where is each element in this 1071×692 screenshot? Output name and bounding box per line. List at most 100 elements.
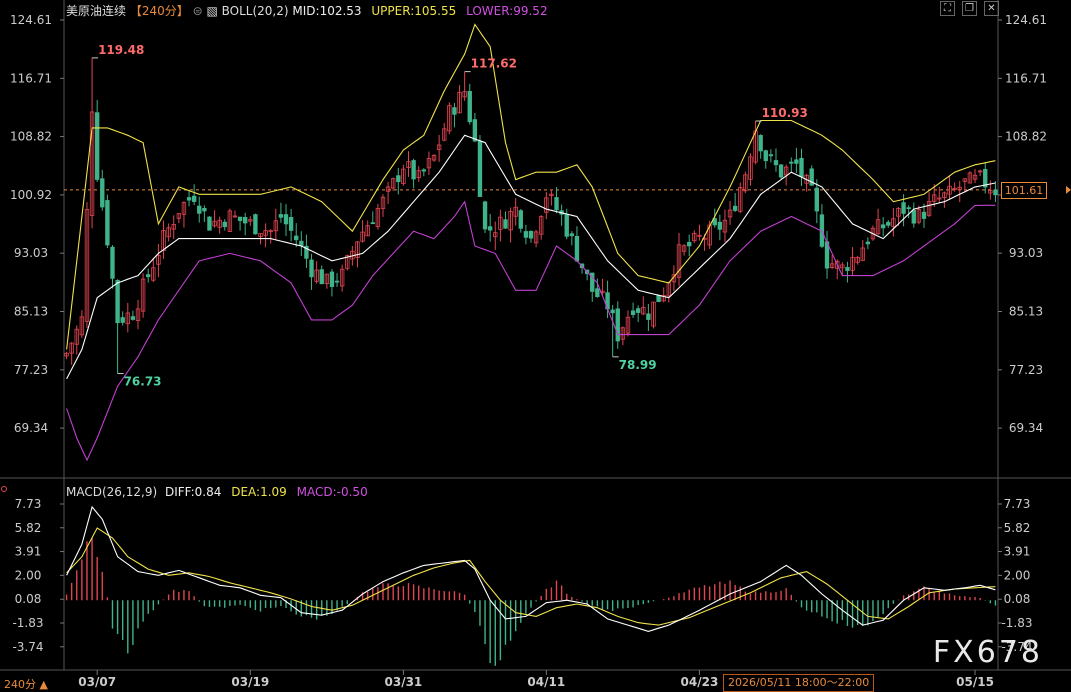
extreme-value-label: 119.48: [98, 43, 144, 57]
boll-indicator-label[interactable]: BOLL(20,2): [221, 4, 289, 18]
candle-body: [656, 295, 661, 303]
price-tick-label-left: 85.13: [14, 305, 48, 319]
candle-body: [237, 216, 243, 221]
candle-body: [370, 222, 375, 225]
candle-body: [110, 246, 115, 279]
boll-icon: ▧: [206, 4, 218, 18]
candle-body: [115, 279, 120, 324]
candle-body: [166, 227, 171, 238]
candle-body: [263, 230, 268, 236]
settings-gear-icon[interactable]: ⊜: [192, 4, 203, 18]
candle-body: [396, 175, 401, 183]
candle-body: [309, 259, 314, 278]
candle-body: [687, 241, 692, 247]
candle-body: [789, 161, 794, 164]
candle-body: [125, 312, 130, 325]
macd-dea-value: DEA:1.09: [231, 485, 287, 499]
candle-body: [635, 308, 641, 313]
candle-body: [829, 263, 835, 269]
candle-body: [105, 200, 110, 246]
candle-body: [615, 308, 620, 342]
candle-body: [850, 256, 855, 271]
candle-body: [191, 195, 197, 202]
candle-body: [574, 235, 580, 262]
candle-body: [217, 219, 222, 228]
candle-body: [181, 202, 187, 215]
candle-body: [937, 197, 942, 200]
macd-value: MACD:-0.50: [296, 485, 368, 499]
candle-body: [840, 264, 845, 269]
candle-body: [278, 214, 284, 218]
candle-body: [467, 90, 472, 123]
candle-body: [411, 160, 416, 180]
candle-body: [161, 230, 166, 251]
close-icon[interactable]: ✕: [984, 1, 999, 16]
macd-header: MACD(26,12,9) DIFF:0.84 DEA:1.09 MACD:-0…: [66, 485, 368, 499]
price-tick-label-right: 77.23: [1009, 363, 1043, 377]
candle-body: [886, 221, 891, 226]
restore-window-icon[interactable]: ❐: [962, 1, 977, 16]
boll-upper-value: UPPER:105.55: [371, 4, 457, 18]
period-switch-button[interactable]: 240分 ▲: [4, 678, 48, 691]
current-price-arrow-icon: [1066, 185, 1071, 194]
candle-body: [768, 154, 774, 157]
candle-body: [329, 271, 335, 287]
candle-body: [962, 178, 968, 182]
candle-body: [84, 209, 90, 322]
candle-body: [385, 186, 391, 192]
candle-body: [89, 111, 95, 216]
candle-body: [697, 234, 702, 237]
candle-body: [835, 260, 840, 269]
candle-body: [620, 327, 626, 340]
candle-body: [493, 232, 498, 238]
candle-body: [207, 216, 212, 231]
price-tick-label-right: 69.34: [1009, 421, 1043, 435]
macd-tick-label-right: 7.73: [1004, 497, 1031, 511]
candle-body: [758, 135, 763, 152]
fx678-watermark: FX678: [932, 635, 1043, 670]
price-tick-label-left: 124.61: [10, 13, 52, 27]
macd-indicator-label[interactable]: MACD(26,12,9): [66, 485, 158, 499]
candle-body: [651, 301, 656, 327]
candle-body: [135, 308, 141, 322]
candle-body: [299, 240, 304, 246]
candle-body: [681, 245, 687, 252]
candle-body: [294, 235, 299, 241]
candle-body: [554, 197, 559, 211]
candle-body: [952, 187, 957, 190]
boll-lower-line: [66, 200, 996, 462]
candle-body: [646, 313, 651, 320]
candle-body: [814, 187, 820, 212]
candle-body: [462, 91, 467, 98]
candle-body: [304, 245, 309, 259]
candle-body: [595, 288, 600, 298]
candle-body: [911, 209, 916, 224]
candle-body: [176, 213, 182, 219]
candle-body: [482, 201, 488, 230]
price-tick-label-left: 93.03: [14, 246, 48, 260]
macd-tick-label-right: -3.74: [1001, 640, 1032, 654]
fullscreen-icon[interactable]: ⛶: [940, 1, 955, 16]
candle-body: [569, 233, 575, 237]
macd-diff-line: [66, 505, 996, 632]
cursor-time-label: 2026/05/11 18:00～22:00: [723, 674, 875, 692]
candle-body: [64, 352, 69, 357]
candle-body: [855, 256, 860, 263]
candle-body: [380, 196, 386, 209]
candle-body: [140, 278, 146, 312]
candle-body: [452, 107, 457, 115]
boll-upper-line: [66, 23, 996, 350]
candle-body: [156, 254, 161, 265]
candle-body: [197, 205, 202, 214]
candle-body: [875, 219, 881, 235]
candle-body: [845, 267, 850, 271]
candle-body: [314, 269, 319, 282]
extreme-value-label: 110.93: [762, 106, 808, 120]
extreme-value-label: 117.62: [471, 57, 517, 71]
candle-body: [202, 207, 207, 212]
candle-body: [513, 206, 518, 217]
macd-tick-label-left: 2.00: [15, 568, 42, 582]
candle-body: [977, 170, 983, 173]
candle-body: [784, 166, 789, 176]
candle-body: [809, 168, 814, 186]
